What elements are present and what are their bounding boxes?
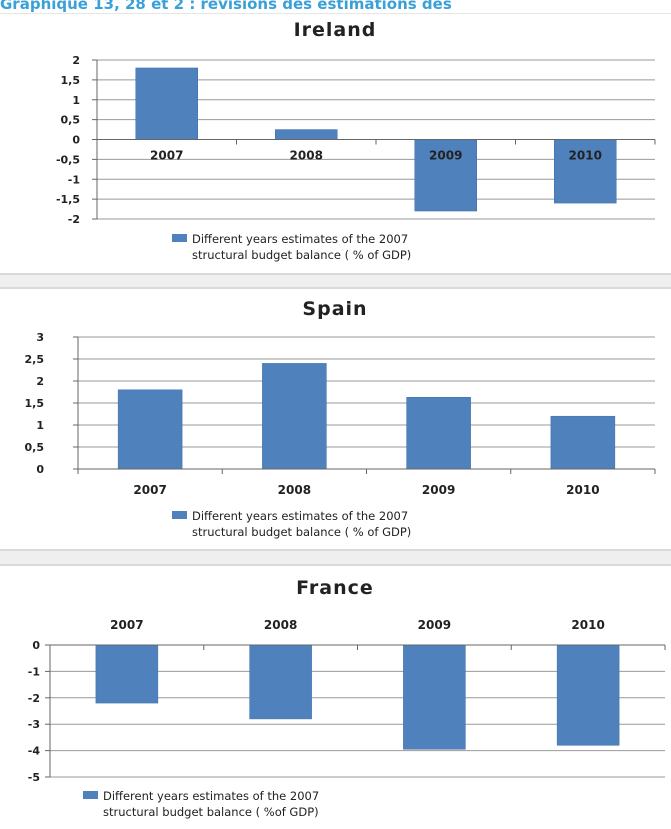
bar-2007 <box>95 644 159 704</box>
chart-panel-france: France 0 -1 -2 -3 -4 -5 2007 2008 2009 2010 Differe… <box>0 564 671 827</box>
legend-label-line-2: structural budget balance ( %of GDP) <box>103 805 319 819</box>
bar-2007 <box>135 67 198 140</box>
y-tick-label: -1 <box>68 173 80 186</box>
x-category-label: 2010 <box>566 483 599 497</box>
x-category-label: 2007 <box>150 149 183 163</box>
y-tick-label: 1 <box>72 94 80 107</box>
legend-label-line-2: structural budget balance ( % of GDP) <box>192 525 411 539</box>
legend-label-line-1: Different years estimates of the 2007 <box>192 509 408 523</box>
page-header-title: Graphique 13, 28 et 2 : révisions des es… <box>0 0 452 13</box>
y-tick-label: 2 <box>36 375 44 388</box>
legend-label-line-2: structural budget balance ( % of GDP) <box>192 248 411 262</box>
chart-title: France <box>296 577 374 599</box>
y-tick-label: -5 <box>28 771 40 784</box>
y-tick-label: 1,5 <box>61 74 81 87</box>
bar-2009 <box>403 644 466 750</box>
y-tick-label: 0,5 <box>25 441 45 454</box>
bar-2010 <box>556 644 620 746</box>
y-tick-label: 2 <box>72 54 80 67</box>
y-tick-label: -4 <box>28 745 41 758</box>
y-tick-label: -1,5 <box>56 193 80 206</box>
x-category-label: 2009 <box>422 483 455 497</box>
y-tick-label: 3 <box>36 331 44 344</box>
y-tick-label: 1 <box>36 419 44 432</box>
x-category-label: 2008 <box>278 483 311 497</box>
bar-2008 <box>249 644 312 720</box>
bar-2010 <box>550 415 616 470</box>
y-tick-label: -3 <box>28 718 40 731</box>
y-tick-label: -0,5 <box>56 153 80 166</box>
bar-chart-spain: Spain 3 2,5 2 1,5 1 0,5 0 2007 2008 2009 2010 Differ… <box>25 298 656 539</box>
legend-label-line-1: Different years estimates of the 2007 <box>192 232 408 246</box>
x-category-label: 2010 <box>571 618 604 632</box>
chart-panel-spain: Spain 3 2,5 2 1,5 1 0,5 0 2007 2008 2009 2010 Differ… <box>0 287 671 551</box>
x-category-label: 2007 <box>110 618 143 632</box>
legend-swatch <box>172 511 187 519</box>
bar-2007 <box>117 389 183 470</box>
y-tick-label: 0,5 <box>61 114 81 127</box>
y-tick-label: -2 <box>68 213 80 226</box>
x-category-label: 2009 <box>429 149 462 163</box>
panel-separator <box>0 551 671 564</box>
chart-title: Ireland <box>294 19 377 41</box>
bar-2008 <box>275 129 338 140</box>
legend-swatch <box>83 791 98 799</box>
bar-2010 <box>554 139 617 204</box>
x-category-label: 2009 <box>418 618 451 632</box>
x-category-label: 2010 <box>569 149 602 163</box>
x-category-label: 2008 <box>264 618 297 632</box>
y-tick-label: -1 <box>28 665 40 678</box>
bar-2009 <box>406 397 471 470</box>
y-tick-label: 0 <box>72 134 80 147</box>
y-tick-label: 0 <box>36 463 44 476</box>
panel-separator <box>0 275 671 287</box>
y-tick-label: 1,5 <box>25 397 45 410</box>
bar-2009 <box>414 139 477 212</box>
x-category-label: 2007 <box>133 483 166 497</box>
legend-label-line-1: Different years estimates of the 2007 <box>103 789 319 803</box>
y-tick-label: 0 <box>32 639 40 652</box>
y-tick-label: 2,5 <box>25 353 45 366</box>
bar-chart-ireland: Ireland 2 1,5 1 0,5 0 -0,5 -1 -1,5 -2 2007 2008 2009… <box>56 19 656 262</box>
legend-swatch <box>172 234 187 242</box>
chart-title: Spain <box>302 298 367 320</box>
chart-panel-ireland: Ireland 2 1,5 1 0,5 0 -0,5 -1 -1,5 -2 2007 2008 2009… <box>0 13 671 275</box>
bar-chart-france: France 0 -1 -2 -3 -4 -5 2007 2008 2009 2010 Differe… <box>28 577 666 819</box>
y-tick-label: -2 <box>28 692 40 705</box>
bar-2008 <box>262 363 327 470</box>
x-category-label: 2008 <box>290 149 323 163</box>
